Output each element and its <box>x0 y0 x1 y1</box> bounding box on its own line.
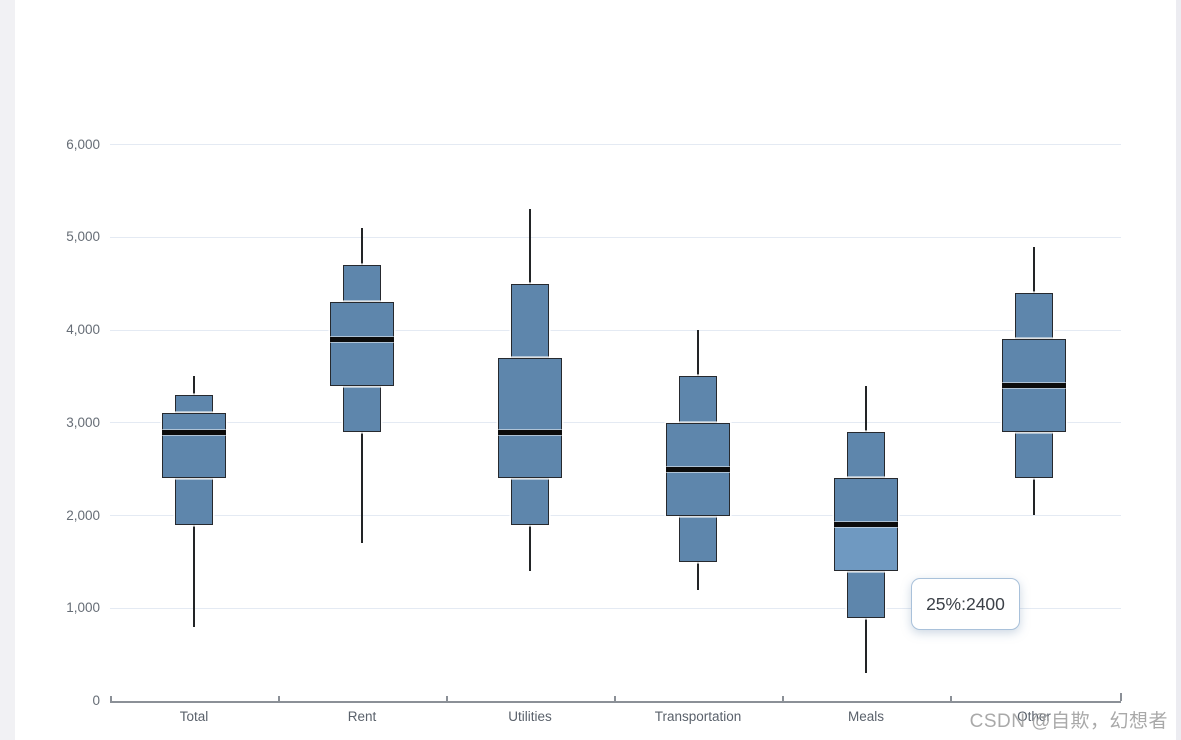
box-segment-rent-p75-p90[interactable] <box>343 265 381 303</box>
watermark: CSDN @自欺，幻想者 <box>969 711 1168 732</box>
box-segment-rent-median-p75[interactable] <box>330 302 394 340</box>
gridline-6000 <box>110 144 1121 145</box>
box-segment-meals-p10-p25[interactable] <box>847 571 885 618</box>
y-axis-tick-label: 1,000 <box>66 600 100 616</box>
box-segment-meals-median-p75[interactable] <box>834 478 898 525</box>
x-axis-label-meals: Meals <box>847 709 884 724</box>
box-segment-transportation-p75-p90[interactable] <box>679 376 717 423</box>
box-segment-meals-p25-median[interactable] <box>834 524 898 572</box>
box-segment-other-p10-p25[interactable] <box>1015 432 1053 479</box>
box-segment-transportation-median-p75[interactable] <box>666 422 730 470</box>
median-line-other[interactable] <box>1002 383 1066 389</box>
y-axis-tick-label: 3,000 <box>66 414 100 430</box>
box-segment-rent-p10-p25[interactable] <box>343 385 381 433</box>
box-segment-utilities-p75-p90[interactable] <box>511 283 549 358</box>
y-axis-tick-label: 2,000 <box>66 507 100 523</box>
page-gutter <box>0 0 15 740</box>
box-segment-other-median-p75[interactable] <box>1002 339 1066 386</box>
x-axis-tick <box>782 696 784 701</box>
box-segment-total-p10-p25[interactable] <box>175 478 213 525</box>
x-axis-tick <box>1120 693 1122 701</box>
x-axis-tick <box>446 696 448 701</box>
box-segment-other-p75-p90[interactable] <box>1015 292 1053 340</box>
scrollbar-track[interactable] <box>1176 0 1181 740</box>
median-line-transportation[interactable] <box>666 466 730 472</box>
median-line-meals[interactable] <box>834 522 898 528</box>
y-axis-tick-label: 6,000 <box>66 136 100 152</box>
median-line-rent[interactable] <box>330 336 394 342</box>
x-axis-tick <box>950 696 952 701</box>
gridline-4000 <box>110 329 1121 331</box>
x-axis-label-other: Other <box>1017 709 1051 724</box>
median-line-utilities[interactable] <box>498 429 562 435</box>
x-axis-tick <box>278 696 280 701</box>
tooltip-text: 25%:2400 <box>926 593 1005 614</box>
x-axis-label-transportation: Transportation <box>654 709 742 724</box>
y-axis-tick-label: 4,000 <box>66 322 100 337</box>
box-segment-rent-p25-median[interactable] <box>330 339 394 386</box>
box-segment-total-p25-median[interactable] <box>162 432 226 479</box>
box-segment-transportation-p25-median[interactable] <box>666 469 730 516</box>
gridline-3000 <box>110 422 1121 424</box>
median-line-total[interactable] <box>162 429 226 435</box>
gridline-2000 <box>110 515 1121 516</box>
tooltip: 25%:2400 <box>911 578 1020 630</box>
x-axis-label-rent: Rent <box>347 709 377 724</box>
x-axis-label-total: Total <box>179 709 209 724</box>
box-segment-utilities-p25-median[interactable] <box>498 432 562 479</box>
box-segment-total-p75-p90[interactable] <box>175 394 213 414</box>
box-segment-other-p25-median[interactable] <box>1002 385 1066 433</box>
x-axis-line <box>110 701 1121 703</box>
x-axis-tick <box>110 696 112 701</box>
box-segment-utilities-median-p75[interactable] <box>498 357 562 432</box>
y-axis-tick-label: 0 <box>92 693 100 708</box>
box-segment-transportation-p10-p25[interactable] <box>679 515 717 562</box>
x-axis-label-utilities: Utilities <box>508 709 552 724</box>
box-segment-utilities-p10-p25[interactable] <box>511 478 549 525</box>
gridline-5000 <box>110 236 1121 238</box>
gridline-1000 <box>110 607 1121 609</box>
y-axis-tick-label: 5,000 <box>66 229 100 245</box>
box-segment-meals-p75-p90[interactable] <box>847 432 885 479</box>
x-axis-tick <box>614 696 616 701</box>
